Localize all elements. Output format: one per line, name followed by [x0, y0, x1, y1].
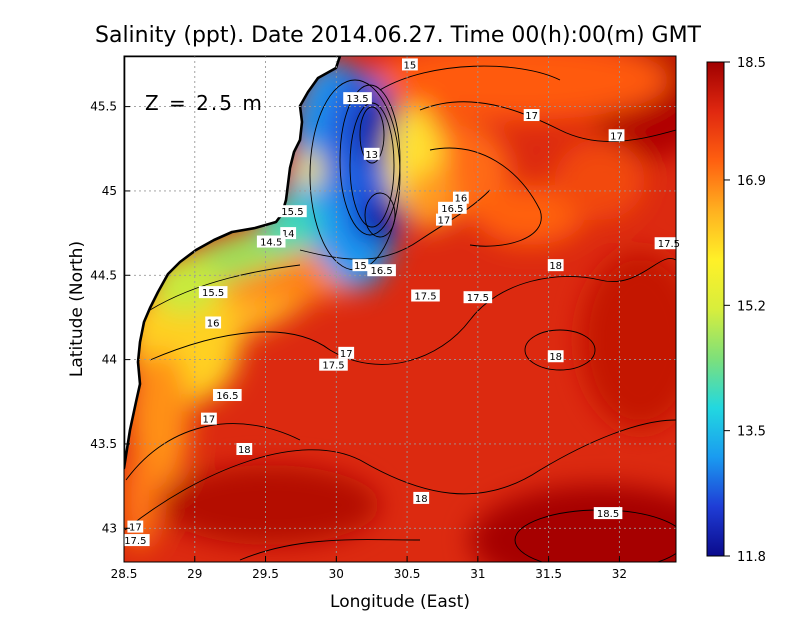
contour-label-box [278, 205, 307, 218]
contour-label: 17 [129, 523, 142, 534]
contour-label: 15 [354, 261, 367, 272]
contour-label: 17 [438, 216, 451, 227]
contour-label: 17.5 [658, 239, 680, 250]
contour-label: 17.5 [124, 536, 146, 547]
colorbar-gradient [706, 61, 725, 557]
y-tick-label: 45.5 [90, 100, 117, 114]
y-tick-label: 43.5 [90, 437, 117, 451]
contour-label: 17.5 [322, 361, 344, 372]
y-axis-label: Latitude (North) [67, 241, 87, 377]
contour-label: 17.5 [414, 292, 436, 303]
contour-label: 15.5 [281, 207, 303, 218]
contour-label: 16.5 [370, 266, 392, 277]
contour-label: 18.5 [597, 509, 619, 520]
contour-label: 17 [203, 415, 216, 426]
colorbar-tick-label: 15.2 [737, 299, 766, 314]
x-tick-label: 30.5 [394, 567, 421, 581]
colorbar-tick-label: 11.8 [737, 550, 766, 565]
x-axis-label: Longitude (East) [330, 592, 470, 612]
x-tick-label: 31 [470, 567, 485, 581]
contour-label-box [593, 507, 623, 520]
contour-label-box [352, 259, 369, 272]
contour-label: 17 [525, 111, 538, 122]
x-axis: 28.5 29 29.5 30 30.5 31 31.5 32 [111, 556, 627, 581]
y-tick-label: 44.5 [90, 268, 117, 282]
contour-label-box [438, 201, 467, 214]
contour-label-box [343, 92, 372, 105]
contour-label-box [547, 259, 564, 272]
grid-lines [124, 56, 676, 562]
contour-label-box [127, 520, 144, 533]
x-tick-label: 30 [329, 567, 344, 581]
contour-label: 15 [404, 60, 417, 71]
contour-label-box [213, 389, 242, 402]
contour-label: 16.5 [441, 204, 463, 215]
colorbar-tick-label: 16.9 [737, 174, 766, 189]
contour-label-box [435, 213, 452, 226]
colorbar-tick-label: 18.5 [737, 56, 766, 71]
y-tick-label: 43 [102, 521, 117, 535]
contour-label: 13.5 [346, 94, 368, 105]
chart-title: Salinity (ppt). Date 2014.06.27. Time 00… [95, 23, 702, 48]
coastline [124, 56, 342, 470]
contour-label: 15.5 [202, 288, 224, 299]
contour-label-box [608, 129, 625, 142]
contour-label: 16 [454, 194, 467, 205]
contour-label: 17.5 [467, 293, 489, 304]
x-tick-label: 29 [187, 567, 202, 581]
contour-label-box [205, 316, 222, 329]
contour-label: 18 [415, 494, 428, 505]
contour-label-box [198, 286, 228, 299]
contour-label: 13 [365, 150, 378, 161]
colorbar-tick-label: 13.5 [737, 425, 766, 440]
contour-label-box [338, 346, 355, 359]
x-tick-label: 32 [612, 567, 627, 581]
depth-label: Z = 2.5 m [145, 91, 264, 115]
contour-label: 18 [238, 445, 251, 456]
x-tick-label: 29.5 [252, 567, 279, 581]
x-tick-label: 31.5 [535, 567, 562, 581]
contour-label-box [402, 58, 418, 71]
contour-label: 17 [610, 131, 623, 142]
contour-label-box [413, 491, 430, 504]
contour-label-box [367, 264, 396, 277]
contour-label-box [363, 147, 380, 160]
contour-label: 14.5 [260, 238, 282, 249]
land-mask [124, 56, 342, 470]
contour-label-box [547, 350, 564, 363]
contour-label-box [411, 289, 440, 302]
y-tick-label: 44 [102, 353, 117, 367]
contour-label: 17 [340, 349, 353, 360]
contour-label-box [121, 534, 150, 547]
contour-label: 14 [282, 229, 295, 240]
x-tick-label: 28.5 [111, 567, 138, 581]
contour-label: 18 [549, 352, 562, 363]
contour-label-box [523, 109, 540, 122]
plot-frame [123, 55, 677, 563]
contour-label-box [201, 412, 217, 425]
contour-lines [124, 65, 676, 562]
contour-label: 16.5 [216, 391, 238, 402]
contour-label: 18 [549, 261, 562, 272]
contour-label-box [452, 191, 469, 204]
colorbar: 18.5 16.9 15.2 13.5 11.8 [706, 56, 766, 565]
y-tick-label: 45 [102, 184, 117, 198]
contour-label-box [463, 291, 493, 304]
contour-label-box [319, 358, 348, 371]
contour-label-box [256, 235, 286, 248]
contour-label-box [236, 442, 253, 455]
contour-label: 16 [207, 318, 220, 329]
y-axis: 43 43.5 44 44.5 45 45.5 [90, 100, 130, 535]
